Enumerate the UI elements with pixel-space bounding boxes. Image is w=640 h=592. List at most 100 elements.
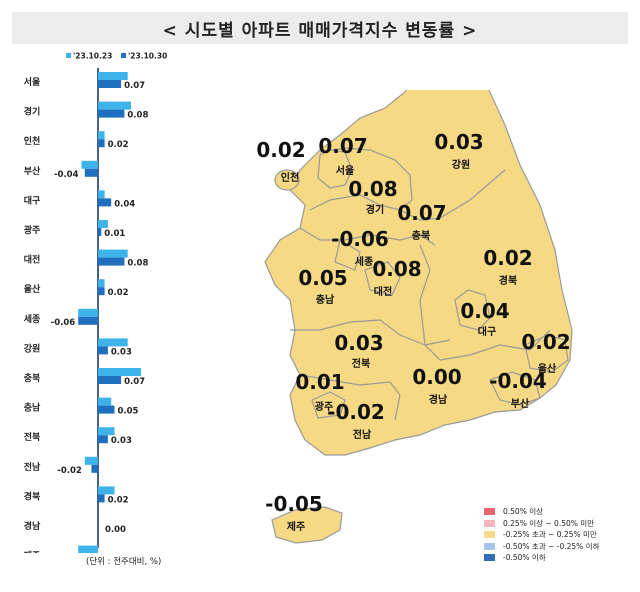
map-region-name: 광주 bbox=[315, 401, 333, 413]
bar-series2 bbox=[98, 376, 122, 384]
bar-series1 bbox=[78, 308, 98, 317]
legend-swatch bbox=[484, 508, 495, 516]
map-region-name: 세종 bbox=[355, 255, 373, 268]
value-label: 0.01 bbox=[104, 229, 125, 239]
category-label: 강원 bbox=[24, 342, 41, 354]
value-label: -0.04 bbox=[54, 170, 79, 180]
legend-label: -0.25% 초과 ~ 0.25% 미만 bbox=[503, 530, 597, 540]
bar-series2 bbox=[98, 435, 108, 444]
category-label: 인천 bbox=[24, 136, 41, 147]
bar-series1 bbox=[98, 220, 108, 228]
bar-series1 bbox=[81, 160, 98, 169]
bar-chart: '23.10.23 '23.10.30 서울 0.07 경기 0.08 인천 0.02 부산 -0… bbox=[24, 52, 167, 553]
category-label: 광주 bbox=[24, 224, 41, 236]
category-label: 서울 bbox=[24, 76, 41, 88]
map-value: 0.05 bbox=[298, 266, 347, 290]
value-label: -0.06 bbox=[51, 318, 76, 328]
value-label: 0.07 bbox=[124, 377, 145, 387]
page-title: < 시도별 아파트 매매가격지수 변동률 > bbox=[12, 12, 628, 44]
map-region-name: 경남 bbox=[429, 393, 448, 406]
map-value: 0.04 bbox=[460, 299, 509, 323]
value-label: 0.02 bbox=[108, 495, 129, 505]
bar-series1 bbox=[98, 72, 128, 80]
category-label: 울산 bbox=[24, 283, 41, 295]
bar-series2 bbox=[98, 257, 125, 266]
legend-item: 0.50% 이상 bbox=[484, 506, 599, 518]
legend-item: -0.25% 초과 ~ 0.25% 미만 bbox=[484, 529, 599, 541]
map-region-name: 서울 bbox=[336, 164, 354, 177]
bar-series2 bbox=[98, 198, 112, 207]
value-label: 0.03 bbox=[111, 436, 132, 446]
legend-item: 0.25% 이상 ~ 0.50% 미만 bbox=[484, 518, 599, 530]
legend-swatch bbox=[121, 53, 126, 58]
map-value: 0.08 bbox=[372, 257, 421, 281]
bar-series1 bbox=[78, 545, 98, 553]
bar-series2 bbox=[98, 346, 108, 355]
category-label: 충남 bbox=[24, 402, 41, 414]
category-label: 세종 bbox=[24, 313, 41, 325]
value-label: 0.08 bbox=[127, 259, 148, 269]
legend-swatch bbox=[484, 542, 495, 550]
map-region-name: 전남 bbox=[353, 428, 372, 441]
map-region-name: 경북 bbox=[499, 274, 517, 287]
value-label: 0.02 bbox=[108, 140, 129, 150]
legend-swatch bbox=[484, 531, 495, 539]
category-label: 부산 bbox=[24, 165, 41, 177]
bar-series2 bbox=[98, 287, 105, 296]
category-label: 대전 bbox=[24, 254, 41, 266]
bar-series1 bbox=[98, 101, 131, 110]
map-value: 0.07 bbox=[318, 134, 367, 158]
legend-label: -0.50% 초과 ~ -0.25% 이하 bbox=[503, 541, 600, 551]
category-label: 전남 bbox=[24, 461, 41, 473]
value-label: 0.05 bbox=[118, 407, 139, 417]
legend-item: -0.50% 초과 ~ -0.25% 이하 bbox=[484, 541, 599, 553]
value-label: 0.04 bbox=[114, 199, 135, 209]
map-regions bbox=[264, 90, 573, 544]
value-label: 0.07 bbox=[124, 81, 145, 91]
map-value: 0.02 bbox=[483, 246, 532, 270]
bar-series1 bbox=[98, 397, 112, 406]
map-region-name: 대전 bbox=[374, 285, 392, 298]
map-value: 0.01 bbox=[295, 370, 344, 394]
category-label: 제주 bbox=[24, 550, 41, 553]
legend-swatch bbox=[66, 53, 71, 58]
bar-series1 bbox=[98, 279, 105, 288]
map-value: -0.06 bbox=[331, 227, 389, 251]
map-value: 0.03 bbox=[334, 331, 383, 355]
map-region-name: 경기 bbox=[366, 203, 384, 216]
map-value: 0.02 bbox=[256, 138, 305, 162]
value-label: -0.02 bbox=[57, 466, 82, 476]
bar-series2 bbox=[91, 464, 98, 473]
bar-series2 bbox=[98, 80, 122, 88]
category-label: 경북 bbox=[24, 490, 41, 502]
bar-series1 bbox=[98, 427, 115, 436]
map-region-name: 인천 bbox=[281, 171, 299, 184]
map-region-name: 대구 bbox=[478, 325, 496, 338]
map-value: -0.05 bbox=[265, 492, 323, 516]
map-value: 0.02 bbox=[521, 330, 570, 354]
legend-swatch bbox=[484, 554, 495, 562]
region-borders bbox=[290, 147, 569, 421]
map-region-name: 충남 bbox=[316, 293, 335, 306]
map-value: -0.04 bbox=[489, 369, 547, 393]
bar-series1 bbox=[98, 338, 128, 347]
map-legend: 0.50% 이상 0.25% 이상 ~ 0.50% 미만 -0.25% 초과 ~ 0… bbox=[484, 506, 599, 564]
legend-label: 0.25% 이상 ~ 0.50% 미만 bbox=[503, 518, 595, 528]
map-region-name: 울산 bbox=[538, 362, 557, 375]
map-value: 0.07 bbox=[397, 201, 446, 225]
unit-note: (단위 : 전주대비, %) bbox=[86, 557, 162, 567]
bar-series1 bbox=[98, 249, 128, 258]
bar-series1 bbox=[98, 190, 105, 199]
bar-series2 bbox=[98, 405, 115, 414]
legend-label: -0.50% 이하 bbox=[503, 553, 546, 563]
incheon-shape bbox=[274, 169, 300, 191]
map-region-name: 전북 bbox=[352, 357, 370, 370]
bar-series1 bbox=[98, 131, 105, 140]
map-value: -0.02 bbox=[327, 400, 385, 424]
bar-series2 bbox=[78, 316, 98, 325]
category-label: 경남 bbox=[24, 520, 41, 532]
bar-series2 bbox=[84, 168, 98, 177]
bar-series1 bbox=[98, 486, 115, 495]
bar-series2 bbox=[98, 494, 105, 503]
